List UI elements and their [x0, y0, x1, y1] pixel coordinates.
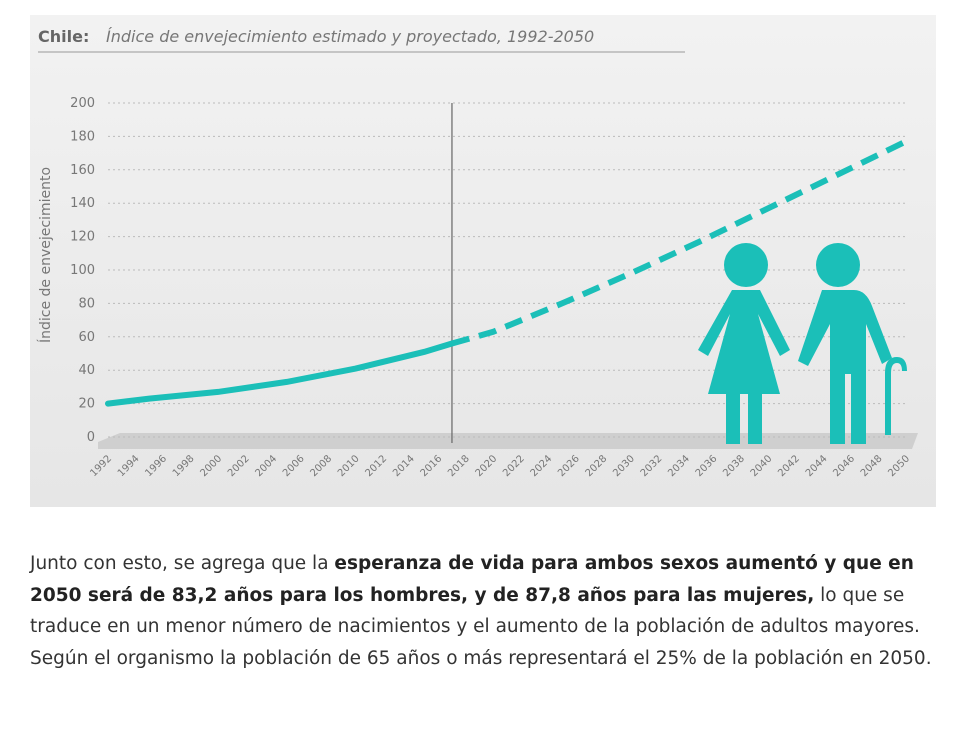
y-tick-label: 200 [70, 96, 95, 111]
title-prefix: Chile: [38, 27, 89, 46]
y-tick-label: 120 [70, 230, 95, 245]
y-tick-label: 100 [70, 263, 95, 278]
paragraph-segment: esperanza de vida para ambos sexos aumen… [30, 553, 914, 606]
chart-title: Índice de envejecimiento estimado y proy… [106, 27, 594, 46]
floor [98, 433, 918, 449]
paragraph-segment: Junto con esto, se agrega que la [30, 553, 335, 574]
y-tick-label: 0 [87, 430, 95, 445]
y-tick-label: 180 [70, 129, 95, 144]
y-tick-label: 20 [78, 397, 95, 412]
y-tick-label: 80 [78, 296, 95, 311]
elderly-icon [698, 243, 907, 444]
paragraph: Junto con esto, se agrega que la esperan… [30, 548, 935, 674]
y-tick-label: 160 [70, 163, 95, 178]
y-tick-label: 140 [70, 196, 95, 211]
chart: Chile: Índice de envejecimiento estimado… [30, 15, 936, 507]
paragraph-segment: lo que se traduce en un menor número de … [30, 584, 932, 669]
background [30, 15, 936, 507]
data-line [105, 340, 455, 407]
y-axis-label: Índice de envejecimiento [37, 167, 54, 343]
y-tick-label: 60 [78, 330, 95, 345]
data-line [451, 138, 908, 347]
y-tick-label: 40 [78, 363, 95, 378]
